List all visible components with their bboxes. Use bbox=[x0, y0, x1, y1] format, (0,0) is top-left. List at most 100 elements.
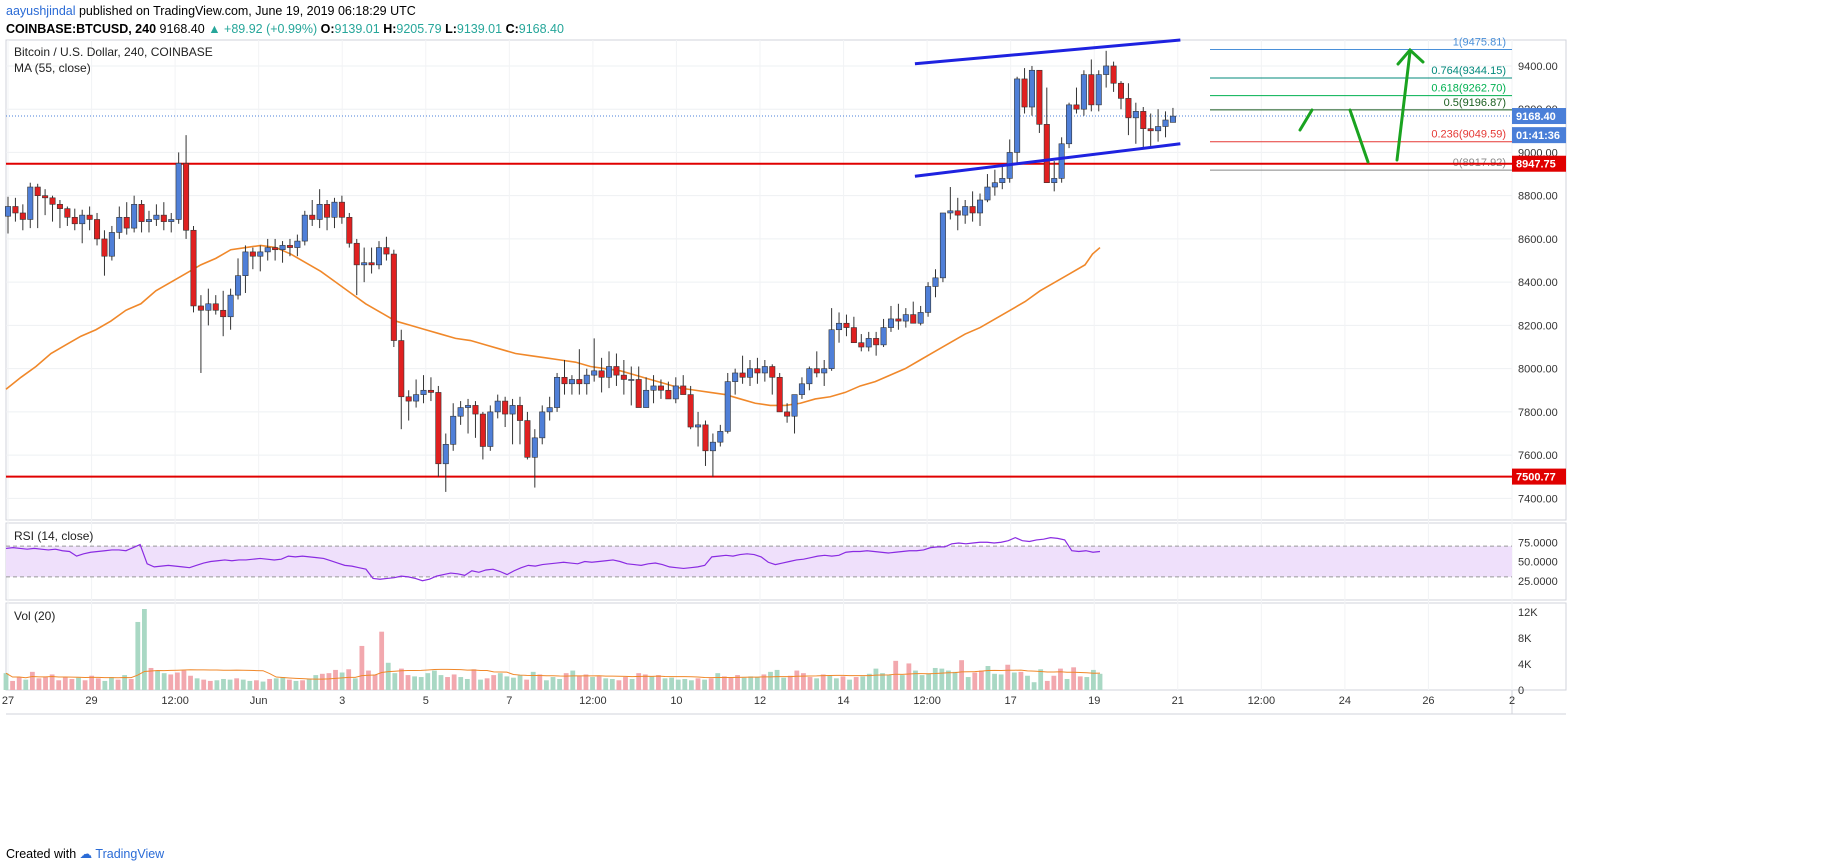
candle-body bbox=[977, 199, 984, 214]
volume-bar bbox=[293, 680, 299, 690]
projection-arrowhead bbox=[1396, 47, 1425, 66]
volume-bar bbox=[866, 673, 872, 690]
candle-body bbox=[798, 383, 805, 395]
rsi-tick-label: 75.0000 bbox=[1518, 537, 1558, 549]
candle-body bbox=[1058, 143, 1065, 179]
candle-body bbox=[561, 376, 568, 385]
candle-body bbox=[1073, 104, 1080, 110]
y-tick-label: 8200.00 bbox=[1518, 320, 1558, 332]
candle-body bbox=[761, 366, 768, 374]
volume-bar bbox=[221, 678, 226, 690]
volume-bar bbox=[629, 678, 635, 690]
y-tick-label: 8400.00 bbox=[1518, 277, 1558, 289]
candle-body bbox=[672, 385, 679, 400]
volume-bar bbox=[919, 675, 925, 690]
candle-body bbox=[717, 431, 724, 443]
candle-body bbox=[680, 385, 687, 395]
volume-bar bbox=[517, 675, 523, 690]
candle-body bbox=[1088, 74, 1095, 106]
volume-bar bbox=[280, 677, 286, 690]
volume-bar bbox=[497, 673, 503, 690]
rsi-tick-label: 50.0000 bbox=[1518, 557, 1558, 569]
candle-body bbox=[294, 240, 301, 248]
candle-body bbox=[887, 318, 894, 328]
volume-bar bbox=[95, 678, 101, 690]
volume-bar bbox=[89, 675, 95, 690]
volume-bar bbox=[688, 680, 694, 690]
y-tick-label: 8000.00 bbox=[1518, 364, 1558, 376]
volume-bar bbox=[445, 677, 450, 690]
ohlc-low: 9139.01 bbox=[456, 22, 503, 36]
chart-title: Bitcoin / U.S. Dollar, 240, COINBASE bbox=[14, 45, 213, 59]
rsi-label: RSI (14, close) bbox=[14, 529, 93, 543]
candle-body bbox=[56, 204, 63, 209]
volume-bar bbox=[992, 673, 997, 690]
ohlc-close: 9168.40 bbox=[518, 22, 564, 36]
fib-level-label: 0.764(9344.15) bbox=[1431, 65, 1506, 77]
volume-bar bbox=[952, 671, 958, 690]
volume-bar bbox=[695, 678, 701, 690]
candle-body bbox=[754, 368, 761, 374]
x-tick-label: 12 bbox=[754, 695, 766, 707]
candle-body bbox=[524, 420, 531, 458]
candle-body bbox=[539, 411, 546, 439]
candle-body bbox=[108, 232, 115, 257]
candle-body bbox=[1080, 74, 1087, 110]
candle-body bbox=[925, 286, 932, 313]
volume-bar bbox=[23, 679, 29, 690]
y-tick-label: 8800.00 bbox=[1518, 191, 1558, 203]
tradingview-logo[interactable]: ☁ TradingView bbox=[79, 847, 165, 861]
candle-body bbox=[457, 407, 464, 417]
volume-bar bbox=[458, 677, 464, 690]
publish-info: aayushjindal published on TradingView.co… bbox=[6, 4, 416, 18]
candle-body bbox=[375, 247, 382, 266]
volume-bar bbox=[141, 609, 147, 690]
volume-bar bbox=[478, 679, 483, 690]
candle-body bbox=[249, 251, 256, 257]
volume-bar bbox=[820, 674, 826, 690]
x-tick-label: 29 bbox=[85, 695, 97, 707]
volume-bar bbox=[194, 678, 200, 690]
x-tick-label: 14 bbox=[837, 695, 849, 707]
candle-body bbox=[739, 372, 746, 378]
candle-body bbox=[746, 368, 753, 378]
volume-bar bbox=[352, 678, 358, 690]
candle-body bbox=[338, 201, 345, 218]
author-link[interactable]: aayushjindal bbox=[6, 4, 76, 18]
volume-bar bbox=[247, 680, 253, 690]
x-tick-label: Jun bbox=[250, 695, 268, 707]
x-tick-label: 3 bbox=[339, 695, 345, 707]
volume-bar bbox=[946, 670, 951, 690]
candle-body bbox=[583, 374, 590, 385]
price-change: ▲ +89.92 (+0.99%) bbox=[208, 22, 318, 36]
candle-body bbox=[1066, 104, 1073, 145]
volume-bar bbox=[814, 678, 820, 690]
volume-bar bbox=[880, 673, 885, 690]
publish-header: aayushjindal published on TradingView.co… bbox=[0, 0, 1828, 40]
volume-bar bbox=[1025, 675, 1030, 690]
volume-tick-label: 8K bbox=[1518, 633, 1532, 645]
candle-body bbox=[702, 424, 709, 452]
volume-bar bbox=[1031, 682, 1037, 690]
candle-body bbox=[1155, 126, 1162, 132]
candle-body bbox=[650, 385, 657, 391]
candle-body bbox=[598, 370, 605, 378]
volume-bar bbox=[464, 678, 470, 690]
candle-body bbox=[1110, 65, 1117, 84]
volume-bar bbox=[339, 672, 345, 690]
volume-bar bbox=[418, 677, 424, 690]
volume-bar bbox=[438, 675, 444, 690]
volume-bar bbox=[174, 672, 180, 690]
candle-body bbox=[138, 204, 145, 222]
candle-body bbox=[1095, 74, 1102, 106]
candle-body bbox=[1036, 69, 1043, 125]
volume-bar bbox=[965, 677, 971, 690]
volume-bar bbox=[1091, 669, 1096, 690]
volume-bar bbox=[511, 677, 516, 690]
volume-bar bbox=[306, 678, 312, 690]
candle-body bbox=[168, 219, 175, 222]
candle-body bbox=[947, 210, 954, 214]
candle-body bbox=[769, 366, 776, 378]
candle-body bbox=[984, 186, 991, 201]
